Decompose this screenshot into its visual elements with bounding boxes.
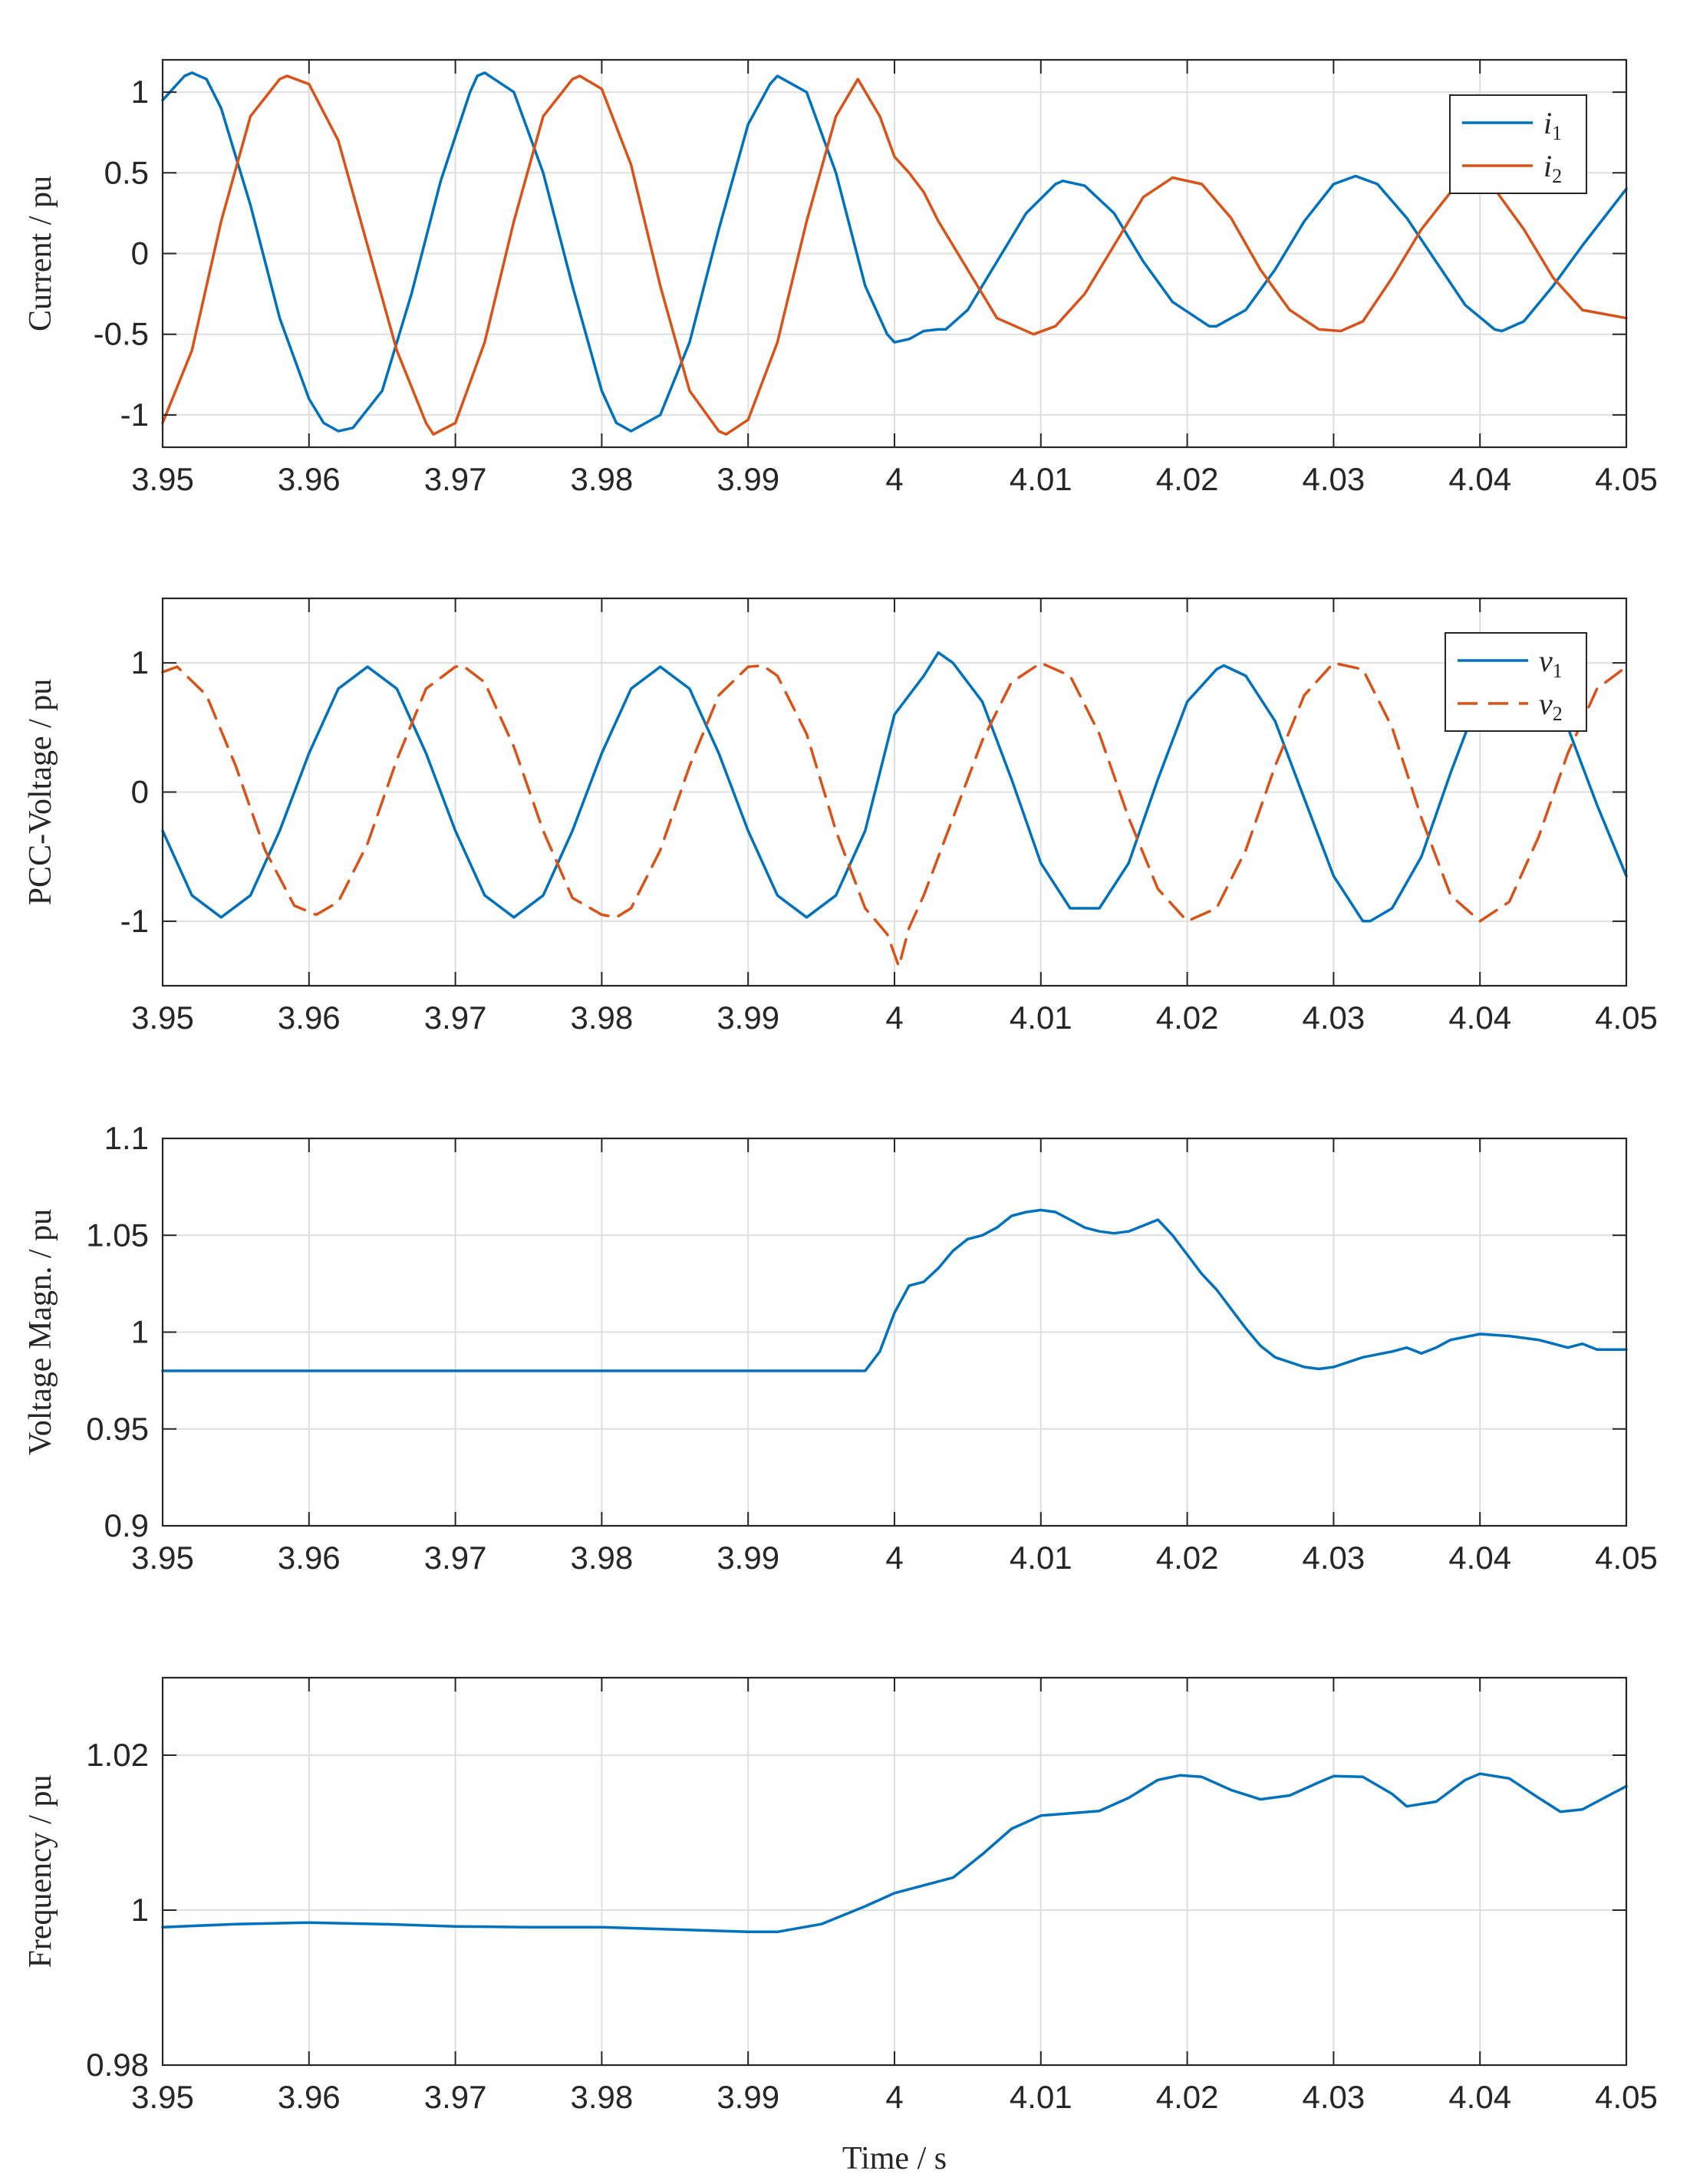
y-tick-label: 0.5 [104,154,149,190]
x-tick-label: 4.03 [1303,2079,1366,2115]
x-axis-label: Time / s [842,2141,947,2176]
x-tick-label: 4 [885,461,903,497]
x-tick-label: 4 [885,2079,903,2115]
y-tick-label: 0 [131,774,149,810]
legend-entry-label: v1 [1539,644,1563,682]
y-tick-label: 0.95 [86,1411,149,1447]
x-tick-label: 4.04 [1448,461,1511,497]
x-tick-label: 4.03 [1303,1000,1366,1036]
x-tick-label: 3.99 [717,1000,779,1036]
x-tick-label: 4.04 [1448,2079,1511,2115]
legend-entry-label: i1 [1543,106,1562,144]
series-v2 [161,661,1628,968]
panel-frequency: 3.95 3.96 3.97 3.98 3.99 4 4.01 4.02 4.03 4.04 4.0… [23,1676,1658,2115]
x-tick-label: 4.01 [1010,1000,1072,1036]
panel-current: 3.95 3.96 3.97 3.98 3.99 4 4.01 4.02 4.03 4.04 4.0… [23,58,1658,497]
series-frequency [161,1772,1628,1934]
y-axis-label: Voltage Magn. / pu [23,1209,58,1455]
x-tick-label: 3.99 [717,461,779,497]
legend-entry-label: v2 [1539,687,1563,725]
x-tick-label: 3.99 [717,1540,779,1576]
legend-box [1445,632,1587,732]
y-tick-label: 1.02 [86,1737,149,1773]
x-tick-label: 4.03 [1303,1540,1366,1576]
x-tick-label: 3.97 [424,461,487,497]
x-tick-label: 3.98 [571,461,634,497]
x-tick-label: 3.98 [571,2079,634,2115]
x-tick-label: 3.95 [131,461,194,497]
x-tick-label: 3.95 [131,2079,194,2115]
x-tick-label: 4.05 [1595,1000,1658,1036]
y-tick-label: 1 [131,644,149,680]
y-tick-label: 1 [131,74,149,110]
x-tick-label: 4 [885,1000,903,1036]
x-tick-label: 3.98 [571,1540,634,1576]
x-tick-label: 3.97 [424,1540,487,1576]
legend-box [1449,94,1587,194]
x-tick-label: 4.04 [1448,1000,1511,1036]
x-tick-label: 3.96 [278,1540,341,1576]
y-tick-label: 1.1 [104,1120,149,1156]
series-voltage-magn- [161,1208,1628,1372]
x-tick-label: 4.05 [1595,2079,1658,2115]
series-i2 [161,74,1628,436]
y-tick-label: 0.98 [86,2047,149,2083]
x-tick-label: 4.01 [1010,2079,1072,2115]
y-tick-label: 1.05 [86,1217,149,1253]
x-tick-label: 4 [885,1540,903,1576]
panel-pcc-voltage: 3.95 3.96 3.97 3.98 3.99 4 4.01 4.02 4.03 4.04 4.0… [23,597,1658,1036]
x-tick-label: 4.01 [1010,461,1072,497]
y-tick-label: 1 [131,1892,149,1928]
x-tick-label: 3.96 [278,1000,341,1036]
x-tick-label: 4.04 [1448,1540,1511,1576]
x-tick-label: 3.97 [424,1000,487,1036]
y-tick-label: 0.9 [104,1507,149,1543]
y-axis-label: Frequency / pu [23,1775,58,1968]
x-tick-label: 4.02 [1156,2079,1219,2115]
x-tick-label: 4.05 [1595,1540,1658,1576]
x-tick-label: 3.95 [131,1540,194,1576]
x-tick-label: 3.96 [278,2079,341,2115]
y-axis-label: Current / pu [23,176,58,331]
x-tick-label: 3.99 [717,2079,779,2115]
y-tick-label: -1 [120,397,149,433]
x-tick-label: 4.02 [1156,1000,1219,1036]
y-tick-label: -0.5 [94,316,149,352]
x-tick-label: 3.95 [131,1000,194,1036]
x-tick-label: 4.02 [1156,1540,1219,1576]
y-tick-label: 0 [131,236,149,272]
series-i1 [161,71,1628,433]
x-tick-label: 4.05 [1595,461,1658,497]
x-tick-label: 3.98 [571,1000,634,1036]
x-tick-label: 4.01 [1010,1540,1072,1576]
panel-voltage-magnitude: 3.95 3.96 3.97 3.98 3.99 4 4.01 4.02 4.03 4.04 4.0… [23,1120,1658,1576]
y-tick-label: 1 [131,1314,149,1350]
legend-entry-label: i2 [1543,149,1562,187]
x-tick-label: 3.97 [424,2079,487,2115]
y-tick-label: -1 [120,903,149,939]
x-tick-label: 3.96 [278,461,341,497]
y-axis-label: PCC-Voltage / pu [23,679,58,906]
x-tick-label: 4.02 [1156,461,1219,497]
series-v1 [161,651,1628,923]
x-tick-label: 4.03 [1303,461,1366,497]
